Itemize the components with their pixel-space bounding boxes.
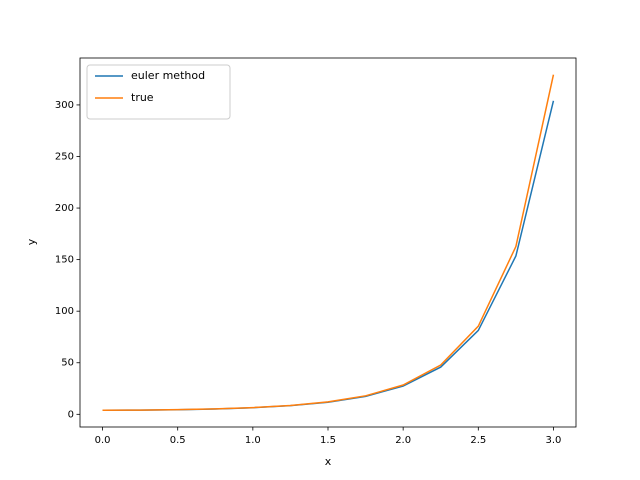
y-tick-label: 50 (61, 358, 74, 369)
y-tick-label: 250 (55, 151, 74, 162)
y-tick-label: 100 (55, 306, 74, 317)
y-tick-label: 200 (55, 203, 74, 214)
x-tick-label: 0.5 (170, 435, 186, 446)
x-tick-label: 1.5 (320, 435, 336, 446)
legend-label: true (131, 91, 154, 104)
x-tick-label: 1.0 (245, 435, 261, 446)
x-tick-label: 0.0 (95, 435, 111, 446)
y-axis-label: y (25, 238, 38, 245)
x-axis-label: x (325, 455, 332, 468)
axes-frame (79, 57, 577, 428)
x-tick-label: 2.5 (470, 435, 486, 446)
y-tick-label: 300 (55, 100, 74, 111)
y-tick-label: 150 (55, 255, 74, 266)
legend-box (86, 64, 231, 120)
x-tick-label: 3.0 (546, 435, 562, 446)
legend-label: euler method (131, 69, 205, 82)
y-tick-label: 0 (68, 409, 74, 420)
data-line (102, 74, 555, 411)
x-tick-label: 2.0 (395, 435, 411, 446)
